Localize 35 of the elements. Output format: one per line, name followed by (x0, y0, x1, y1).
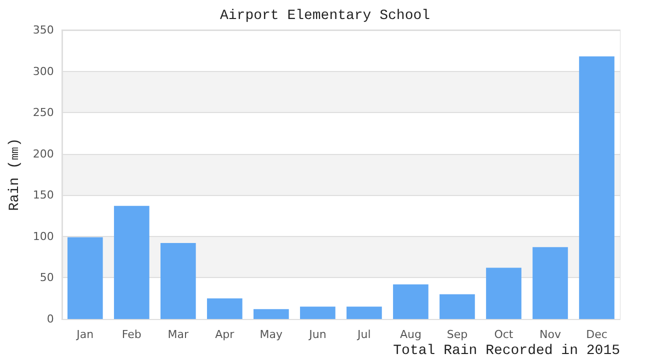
x-tick-label: Jun (308, 328, 326, 341)
y-tick-label: 200 (32, 147, 54, 160)
x-tick-label: Sep (446, 328, 468, 341)
y-tick-label: 350 (32, 24, 54, 36)
x-tick-label: Jul (356, 328, 371, 341)
chart-title: Airport Elementary School (220, 8, 430, 24)
bar (486, 268, 522, 319)
bar (440, 294, 475, 319)
x-tick-label: May (260, 328, 284, 341)
x-tick-label: Apr (215, 328, 235, 341)
x-tick-label: Mar (168, 328, 190, 341)
x-tick-label: Feb (122, 328, 142, 341)
bar (254, 309, 289, 319)
bar (346, 306, 382, 319)
bar (393, 284, 428, 319)
y-tick-label: 100 (32, 230, 54, 243)
x-tick-label: Nov (540, 328, 562, 341)
y-tick-label: 150 (32, 188, 54, 202)
x-tick-label: Jan (76, 328, 94, 341)
bar (67, 237, 103, 319)
bar (114, 206, 150, 319)
bar (579, 56, 614, 319)
x-axis-title: Total Rain Recorded in 2015 (393, 343, 620, 359)
bar (207, 298, 242, 319)
x-tick-label: Oct (494, 328, 514, 341)
y-axis-title: Rain (㎜) (7, 138, 23, 211)
x-tick-label: Aug (400, 328, 422, 341)
y-tick-label: 0 (46, 312, 54, 326)
x-tick-label: Dec (586, 328, 608, 341)
bar (160, 243, 196, 319)
bar (532, 247, 568, 319)
bar (300, 306, 336, 319)
y-tick-label: 50 (40, 271, 54, 284)
y-tick-label: 250 (32, 106, 54, 120)
y-tick-label: 300 (32, 64, 54, 78)
